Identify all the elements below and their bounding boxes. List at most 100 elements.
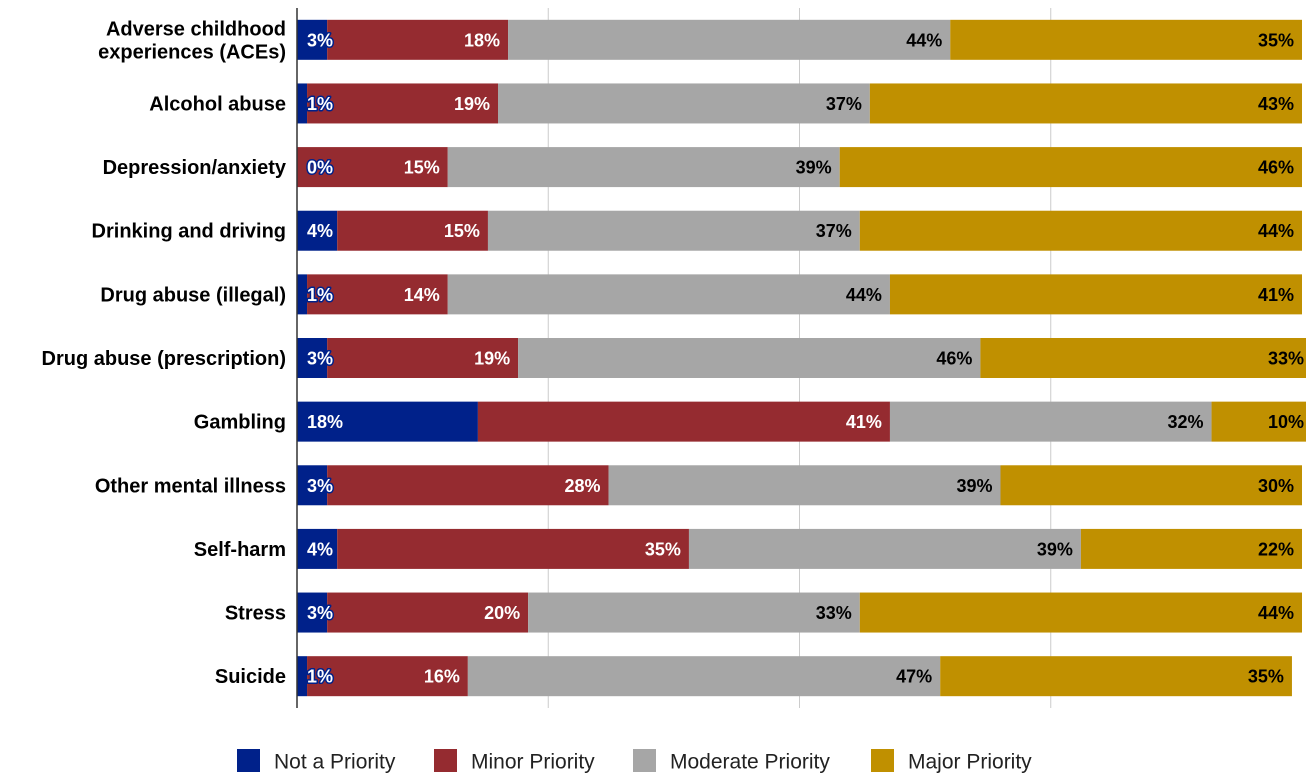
bar-segment (498, 83, 870, 124)
bar-segment (337, 528, 689, 569)
bar-segment (327, 592, 529, 633)
legend-swatch (871, 749, 894, 772)
value-label: 20% (484, 603, 520, 623)
bar-segment (297, 401, 478, 442)
bar-segment (297, 19, 328, 60)
value-label: 41% (846, 412, 882, 432)
value-label: 28% (565, 476, 601, 496)
value-label: 47% (896, 667, 932, 687)
value-label: 35% (1258, 30, 1294, 50)
bar-segment (297, 656, 308, 697)
bar-segment (467, 656, 941, 697)
category-label: Suicide (215, 666, 286, 688)
category-label: Adverse childhood experiences (ACEs) (98, 18, 286, 63)
legend-swatch (434, 749, 457, 772)
value-label: 30% (1258, 476, 1294, 496)
value-label: 44% (1258, 221, 1294, 241)
value-label: 0% (307, 158, 333, 178)
bar-segment (1000, 465, 1302, 506)
bar-segment (1080, 528, 1302, 569)
category-label: Stress (225, 603, 286, 625)
bar-segment (327, 19, 509, 60)
value-label: 33% (816, 603, 852, 623)
value-label: 46% (936, 349, 972, 369)
bar-segment (297, 528, 338, 569)
category-label: Self-harm (194, 539, 286, 561)
legend-label: Not a Priority (274, 751, 396, 774)
bar-segment (297, 147, 448, 188)
value-label: 1% (307, 667, 333, 687)
bar-segment (297, 465, 328, 506)
value-label: 46% (1258, 158, 1294, 178)
category-labels: Adverse childhood experiences (ACEs) Alcoh… (42, 18, 287, 688)
bar-segment (297, 83, 308, 124)
bar-segment (940, 656, 1292, 697)
bar-segment (508, 19, 951, 60)
value-label: 18% (464, 30, 500, 50)
value-label: 15% (404, 158, 440, 178)
legend-label: Minor Priority (471, 751, 595, 774)
value-label: 15% (444, 221, 480, 241)
bars (297, 19, 1306, 697)
value-label: 41% (1258, 285, 1294, 305)
value-label: 16% (424, 667, 460, 687)
value-label: 44% (1258, 603, 1294, 623)
bar-segment (518, 338, 981, 378)
legend-label: Major Priority (908, 751, 1032, 774)
value-label: 22% (1258, 539, 1294, 559)
category-label: Alcohol abuse (149, 93, 286, 115)
bar-segment (447, 274, 890, 315)
value-label: 33% (1268, 349, 1304, 369)
bar-segment (1211, 401, 1306, 442)
value-label: 37% (816, 221, 852, 241)
value-label: 44% (846, 285, 882, 305)
value-label: 39% (1037, 539, 1073, 559)
bar-segment (307, 83, 498, 124)
bar-segment (307, 274, 448, 315)
category-label: Depression/anxiety (103, 157, 287, 179)
value-label: 44% (906, 30, 942, 50)
value-labels: 3% 18% 44% 35% 1% 19% 37% 43% 0% 15% 39% 46% 4% 15% 37… (306, 29, 1305, 688)
value-label: 4% (307, 221, 333, 241)
bar-segment (859, 592, 1302, 633)
category-label: Drug abuse (prescription) (42, 348, 286, 370)
legend-label: Moderate Priority (670, 751, 830, 774)
value-label: 3% (307, 30, 333, 50)
bar-segment (477, 401, 890, 442)
value-label: 3% (307, 476, 333, 496)
bar-segment (688, 528, 1081, 569)
bar-segment (337, 210, 488, 251)
bar-segment (950, 19, 1302, 60)
value-label: 32% (1168, 412, 1204, 432)
value-label: 19% (454, 94, 490, 114)
bar-segment (889, 401, 1212, 442)
legend-swatch (237, 749, 260, 772)
value-label: 19% (474, 349, 510, 369)
bar-segment (447, 147, 840, 188)
category-label: Drug abuse (illegal) (100, 284, 286, 306)
value-label: 43% (1258, 94, 1294, 114)
value-label: 35% (1248, 667, 1284, 687)
bar-segment (869, 83, 1302, 124)
value-label: 14% (404, 285, 440, 305)
value-label: 37% (826, 94, 862, 114)
category-label: Drinking and driving (92, 221, 286, 243)
value-label: 18% (307, 412, 343, 432)
value-label: 1% (307, 285, 333, 305)
bar-segment (297, 274, 308, 315)
legend: Not a Priority Minor Priority Moderate Pri… (237, 749, 1032, 774)
category-label: Other mental illness (95, 475, 286, 497)
bar-segment (297, 592, 328, 633)
value-label: 3% (307, 349, 333, 369)
value-label: 39% (956, 476, 992, 496)
bar-segment (528, 592, 860, 633)
bar-segment (980, 338, 1306, 378)
bar-segment (307, 656, 468, 697)
bar-segment (608, 465, 1001, 506)
value-label: 39% (796, 158, 832, 178)
value-label: 1% (307, 94, 333, 114)
value-label: 4% (307, 539, 333, 559)
bar-segment (889, 274, 1302, 315)
legend-swatch (633, 749, 656, 772)
